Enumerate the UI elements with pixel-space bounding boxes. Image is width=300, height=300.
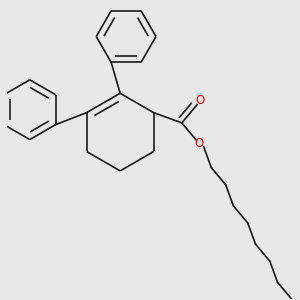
Text: O: O — [194, 137, 203, 150]
Text: O: O — [196, 94, 205, 107]
